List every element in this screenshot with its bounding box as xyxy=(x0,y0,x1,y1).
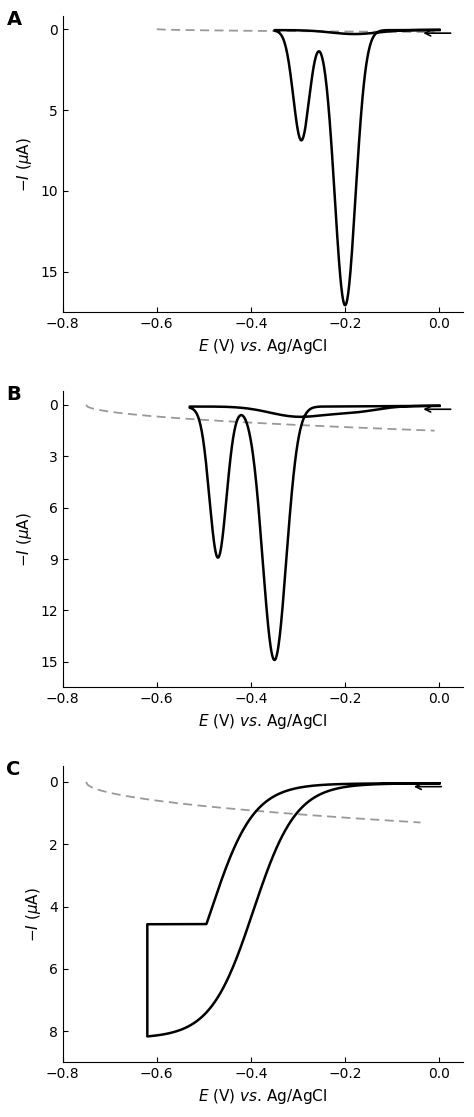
X-axis label: $E$ (V) $\mathit{vs}$. Ag/AgCl: $E$ (V) $\mathit{vs}$. Ag/AgCl xyxy=(198,336,328,355)
Text: B: B xyxy=(7,385,21,404)
Y-axis label: $-I$ ($\mu$A): $-I$ ($\mu$A) xyxy=(24,887,43,942)
X-axis label: $E$ (V) $\mathit{vs}$. Ag/AgCl: $E$ (V) $\mathit{vs}$. Ag/AgCl xyxy=(198,712,328,731)
Text: A: A xyxy=(7,10,22,29)
X-axis label: $E$ (V) $\mathit{vs}$. Ag/AgCl: $E$ (V) $\mathit{vs}$. Ag/AgCl xyxy=(198,1087,328,1106)
Y-axis label: $-I$ ($\mu$A): $-I$ ($\mu$A) xyxy=(16,136,35,192)
Text: C: C xyxy=(7,761,21,780)
Y-axis label: $-I$ ($\mu$A): $-I$ ($\mu$A) xyxy=(16,512,35,566)
